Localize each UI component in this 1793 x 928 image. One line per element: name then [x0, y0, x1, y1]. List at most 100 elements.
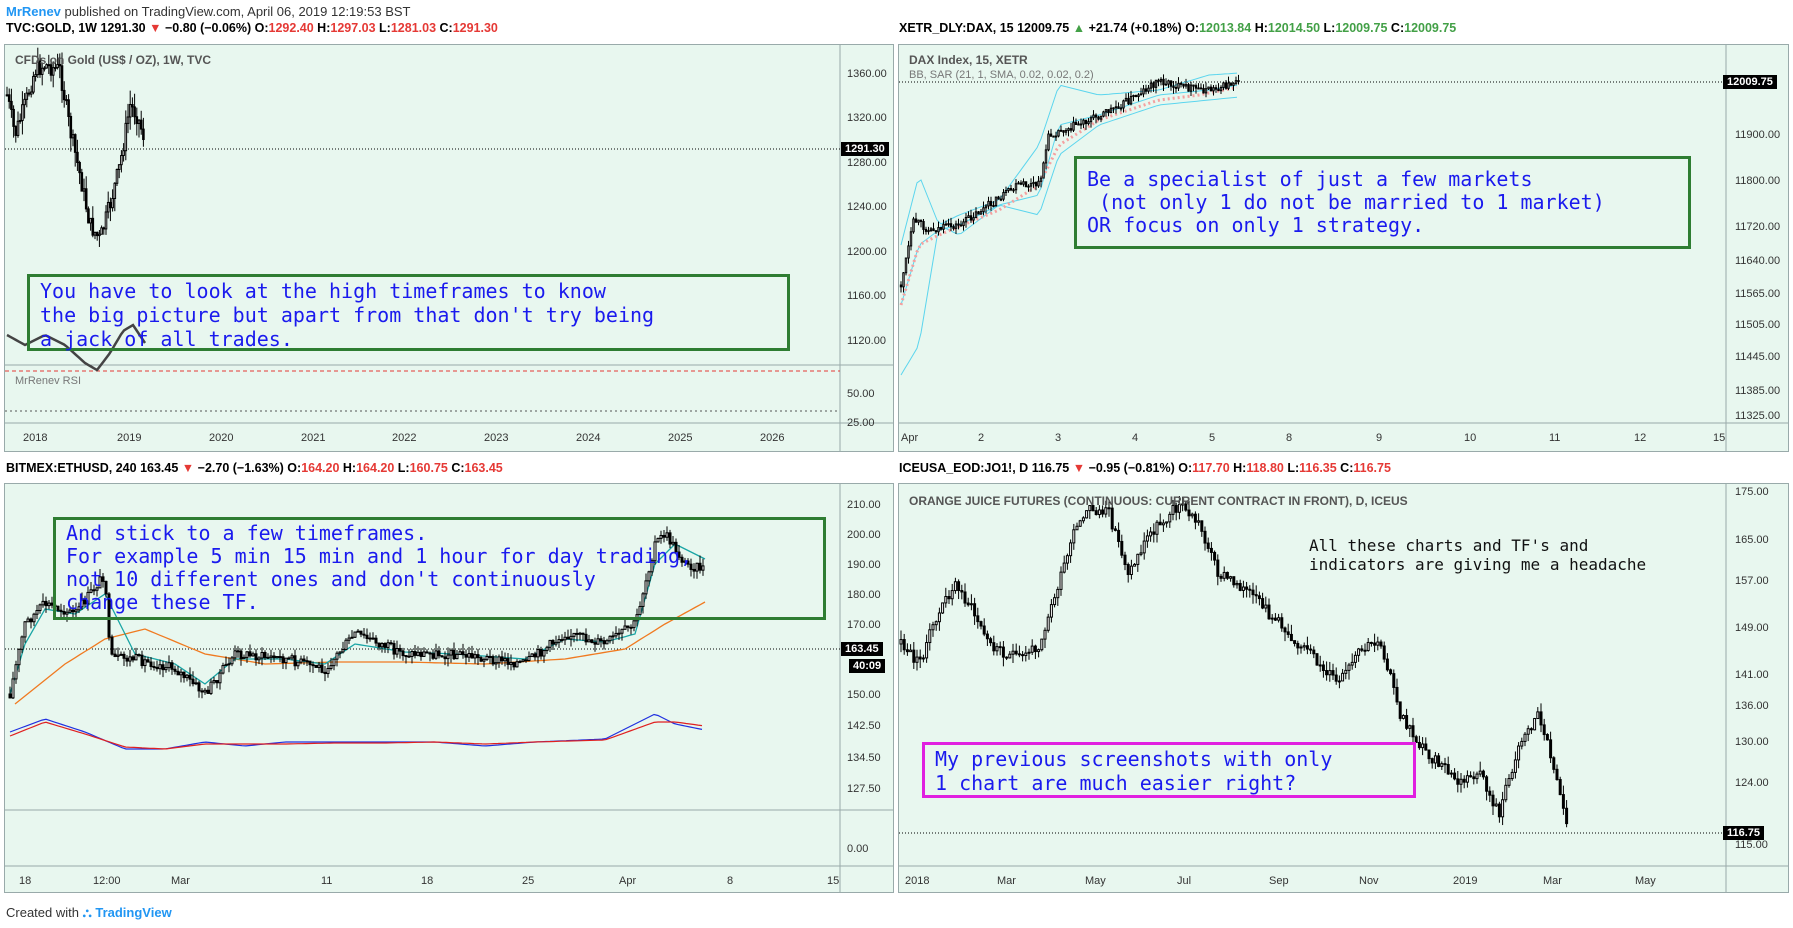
- oj-chart-panel[interactable]: ORANGE JUICE FUTURES (CONTINUOUS: CURREN…: [898, 483, 1789, 893]
- oj-symbol-label: ORANGE JUICE FUTURES (CONTINUOUS: CURREN…: [909, 494, 1408, 508]
- dax-x-tick: 15: [1713, 432, 1726, 444]
- candle-body: [994, 196, 998, 207]
- gold-symbol-label: CFDs on Gold (US$ / OZ), 1W, TVC: [15, 53, 212, 67]
- candle-body: [1102, 111, 1105, 117]
- candle-body: [1430, 758, 1434, 764]
- candle-body: [1044, 149, 1048, 164]
- candle-body: [1181, 503, 1185, 506]
- candle-body: [1321, 664, 1325, 672]
- candle-body: [1087, 121, 1090, 125]
- gold-annotation[interactable]: You have to look at the high timeframes …: [27, 274, 790, 351]
- eth-chart-panel[interactable]: 163.45 40:09 210.00 200.00 190.00 180.00…: [4, 483, 894, 893]
- candle-body: [320, 664, 324, 673]
- candle-body: [332, 658, 336, 667]
- candle-body: [1065, 555, 1069, 564]
- candle-body: [1277, 617, 1281, 621]
- candle-body: [1126, 564, 1130, 576]
- candle-body: [1449, 772, 1453, 775]
- candle-body: [89, 589, 93, 593]
- candle-body: [134, 654, 138, 661]
- candle-body: [1299, 646, 1303, 649]
- candle-body: [973, 603, 977, 617]
- candle-body: [1053, 597, 1057, 606]
- candle-body: [338, 651, 342, 654]
- gold-y-tick: 1160.00: [847, 290, 886, 302]
- oj-annotation[interactable]: My previous screenshots with only 1 char…: [922, 742, 1416, 798]
- eth-y-tick: 150.00: [847, 689, 881, 701]
- candle-body: [554, 641, 558, 645]
- candle-body: [452, 649, 456, 660]
- candle-body: [692, 568, 696, 572]
- candle-body: [1536, 711, 1540, 720]
- candle-body: [155, 666, 159, 670]
- tradingview-link[interactable]: TradingView: [95, 905, 172, 920]
- candle-body: [518, 660, 522, 663]
- oj-chart-svg[interactable]: [899, 484, 1789, 893]
- candle-body: [608, 635, 612, 642]
- dax-annotation[interactable]: Be a specialist of just a few markets (n…: [1074, 156, 1691, 249]
- dax-ticker[interactable]: XETR_DLY:DAX, 15: [899, 21, 1014, 35]
- candle-body: [1520, 740, 1524, 747]
- candle-body: [1408, 725, 1412, 729]
- candle-body: [1049, 604, 1053, 618]
- candle-body: [1190, 513, 1194, 517]
- candle-body: [209, 681, 213, 694]
- candle-body: [1501, 799, 1505, 818]
- candle-body: [656, 537, 660, 543]
- candle-body: [1398, 701, 1402, 719]
- eth-annotation[interactable]: And stick to a few timeframes. For examp…: [53, 517, 826, 620]
- candle-body: [65, 99, 68, 102]
- candle-body: [581, 632, 585, 635]
- candle-body: [982, 207, 985, 213]
- oj-high: 118.80: [1246, 461, 1284, 475]
- candle-body: [1561, 794, 1565, 809]
- candle-body: [560, 639, 564, 642]
- gold-x-tick: 2019: [117, 432, 142, 444]
- eth-y-tick: 200.00: [847, 529, 881, 541]
- candle-body: [278, 656, 282, 659]
- candle-body: [503, 658, 507, 662]
- candle-body: [1433, 755, 1437, 764]
- candle-body: [1084, 119, 1088, 125]
- oj-ticker[interactable]: ICEUSA_EOD:JO1!, D: [899, 461, 1029, 475]
- candle-body: [1469, 775, 1473, 778]
- candle-body: [410, 651, 414, 657]
- candle-body: [1481, 770, 1485, 778]
- candle-body: [485, 655, 489, 660]
- dax-chart-svg[interactable]: [899, 45, 1789, 452]
- eth-x-tick: 18: [421, 875, 434, 887]
- candle-body: [1241, 586, 1245, 591]
- candle-body: [1360, 648, 1364, 651]
- author-link[interactable]: MrRenev: [6, 4, 61, 19]
- candle-body: [1376, 641, 1380, 646]
- gold-ticker[interactable]: TVC:GOLD, 1W: [6, 21, 97, 35]
- oj-x-tick: Mar: [1543, 875, 1562, 887]
- candle-body: [969, 215, 973, 221]
- candle-body: [1085, 510, 1089, 519]
- candle-body: [497, 656, 501, 664]
- candle-body: [71, 134, 75, 139]
- candle-body: [969, 603, 973, 606]
- candle-body: [62, 89, 66, 101]
- candle-body: [1059, 571, 1063, 590]
- candle-body: [1219, 575, 1223, 579]
- candle-body: [1232, 82, 1235, 86]
- candle-body: [383, 642, 387, 648]
- candle-body: [335, 652, 339, 660]
- eth-y-tick: 210.00: [847, 499, 881, 511]
- candle-body: [1504, 784, 1508, 801]
- candle-body: [47, 602, 51, 607]
- gold-chart-svg[interactable]: [5, 45, 894, 452]
- gold-chart-panel[interactable]: CFDs on Gold (US$ / OZ), 1W, TVC MrRenev…: [4, 44, 894, 452]
- eth-ticker[interactable]: BITMEX:ETHUSD, 240: [6, 461, 137, 475]
- dax-x-tick: 4: [1132, 432, 1139, 444]
- candle-body: [476, 654, 480, 659]
- eth-chart-svg[interactable]: [5, 484, 894, 893]
- candle-body: [650, 560, 654, 573]
- candle-body: [602, 640, 606, 645]
- oj-y-tick: 136.00: [1735, 700, 1769, 712]
- candle-body: [1057, 129, 1060, 137]
- dax-chart-panel[interactable]: DAX Index, 15, XETR BB, SAR (21, 1, SMA,…: [898, 44, 1789, 452]
- candle-body: [494, 662, 498, 665]
- tradingview-logo-icon[interactable]: ⛬: [82, 905, 92, 920]
